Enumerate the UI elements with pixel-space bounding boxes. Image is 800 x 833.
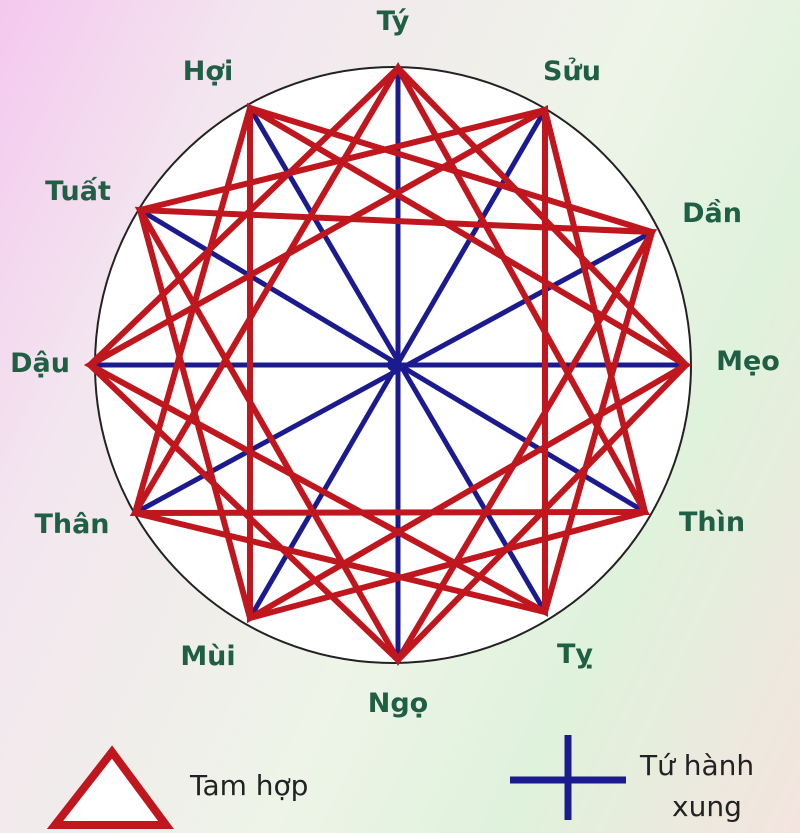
branch-label-ngo: Ngọ xyxy=(368,688,428,719)
center-point xyxy=(387,359,399,371)
branch-label-dau: Dậu xyxy=(10,348,70,379)
branch-label-dan: Dần xyxy=(682,198,742,229)
branch-label-meo: Mẹo xyxy=(716,346,780,377)
tam-hop-triangle xyxy=(129,61,651,517)
tam-hop-triangle xyxy=(83,104,548,618)
legend-cross-icon xyxy=(510,735,626,820)
legend-triangle-icon xyxy=(46,745,174,829)
xung-line xyxy=(247,106,548,614)
branch-label-suu: Sửu xyxy=(543,56,601,87)
branch-label-hoi: Hợi xyxy=(183,56,233,87)
branch-label-mui: Mùi xyxy=(180,641,235,672)
tam-hop-triangle xyxy=(134,206,658,666)
legend-tu-hanh-xung-label-line1: Tứ hành xyxy=(639,749,754,782)
branch-label-thin: Thìn xyxy=(679,507,745,538)
red-square xyxy=(131,104,656,616)
legend-tu-hanh-xung-label-line2: xung xyxy=(672,790,742,823)
branch-label-ty: Tý xyxy=(377,6,410,37)
branch-label-tuat: Tuất xyxy=(45,176,111,207)
branch-label-ty-ran: Tỵ xyxy=(557,639,593,670)
tam-hop-triangles xyxy=(83,61,692,666)
legend-tam-hop-label: Tam hợp xyxy=(189,769,308,802)
branch-label-than: Thân xyxy=(34,509,109,540)
tam-hop-triangle xyxy=(247,102,692,624)
red-square xyxy=(85,63,691,665)
xung-line xyxy=(133,229,654,516)
